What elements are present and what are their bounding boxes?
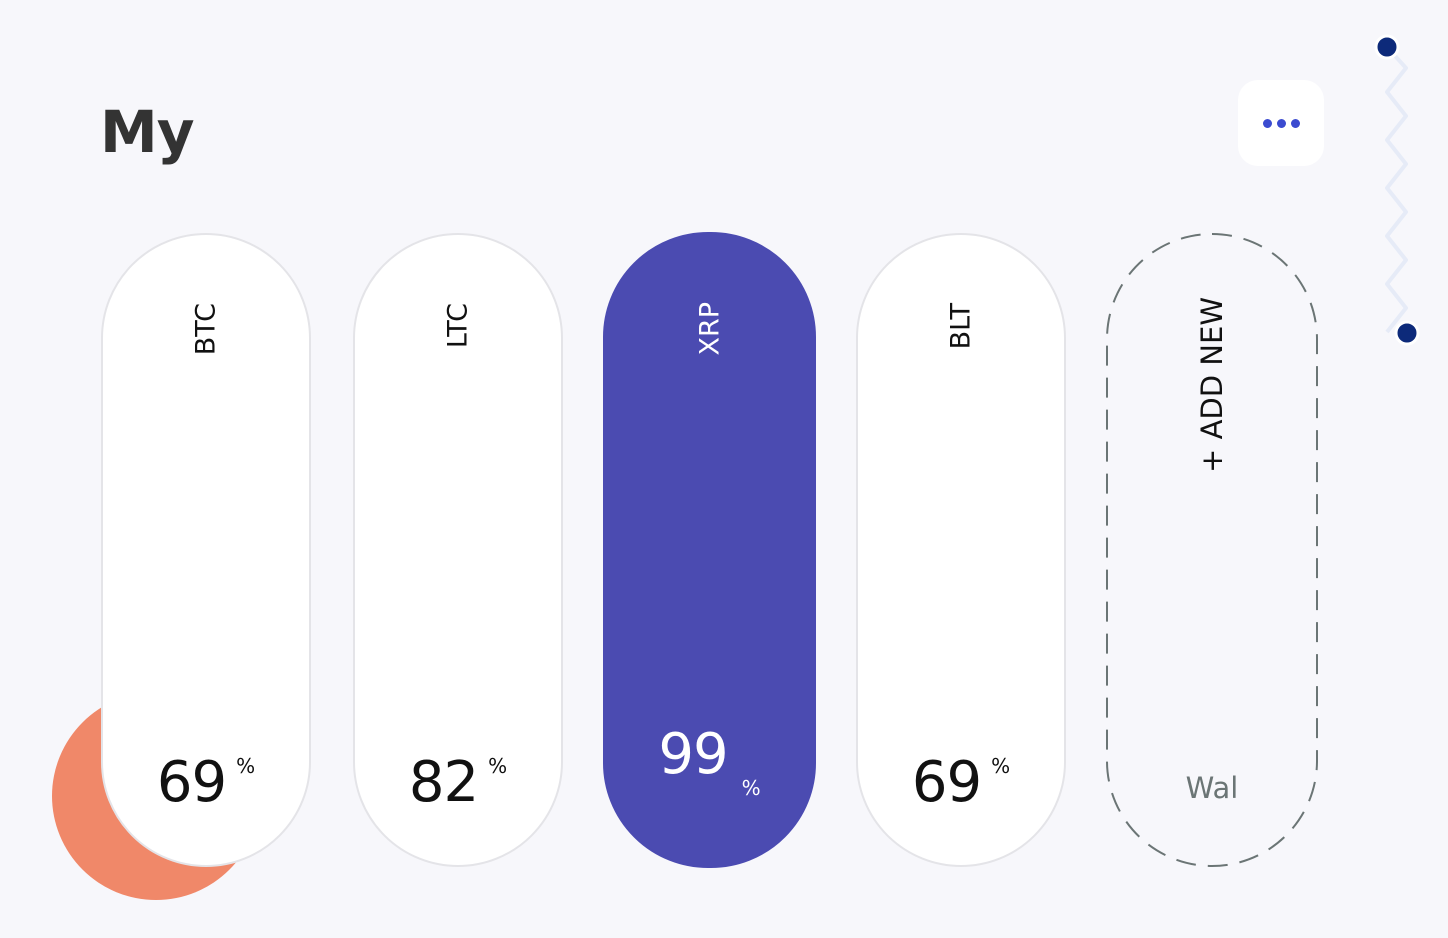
wallet-label: LTC [442, 303, 474, 349]
add-new-caption: Wal [1185, 771, 1239, 805]
more-horizontal-icon [1290, 118, 1300, 128]
decorative-zigzag [1374, 34, 1420, 346]
add-new-wallet-button[interactable]: + ADD NEW Wal [1106, 233, 1318, 867]
wallet-card-ltc[interactable]: LTC 82% [353, 233, 563, 867]
dashed-border [1106, 233, 1318, 867]
wallet-label: BLT [945, 303, 977, 350]
wallet-label: XRP [694, 302, 725, 356]
wallet-percentage: 99% [658, 722, 761, 800]
wallet-percentage: 82% [408, 750, 508, 815]
more-options-button[interactable] [1238, 80, 1324, 166]
more-horizontal-icon [1262, 118, 1272, 128]
wallet-percentage: 69% [911, 750, 1011, 815]
add-new-label: + ADD NEW [1195, 297, 1229, 473]
wallet-percentage: 69% [156, 750, 256, 815]
page-title: My [100, 98, 195, 166]
wallet-card-blt[interactable]: BLT 69% [856, 233, 1066, 867]
wallet-card-xrp[interactable]: XRP 99% [603, 232, 816, 868]
wallet-card-btc[interactable]: BTC 69% [101, 233, 311, 867]
wallet-label: BTC [190, 303, 222, 356]
more-horizontal-icon [1276, 118, 1286, 128]
